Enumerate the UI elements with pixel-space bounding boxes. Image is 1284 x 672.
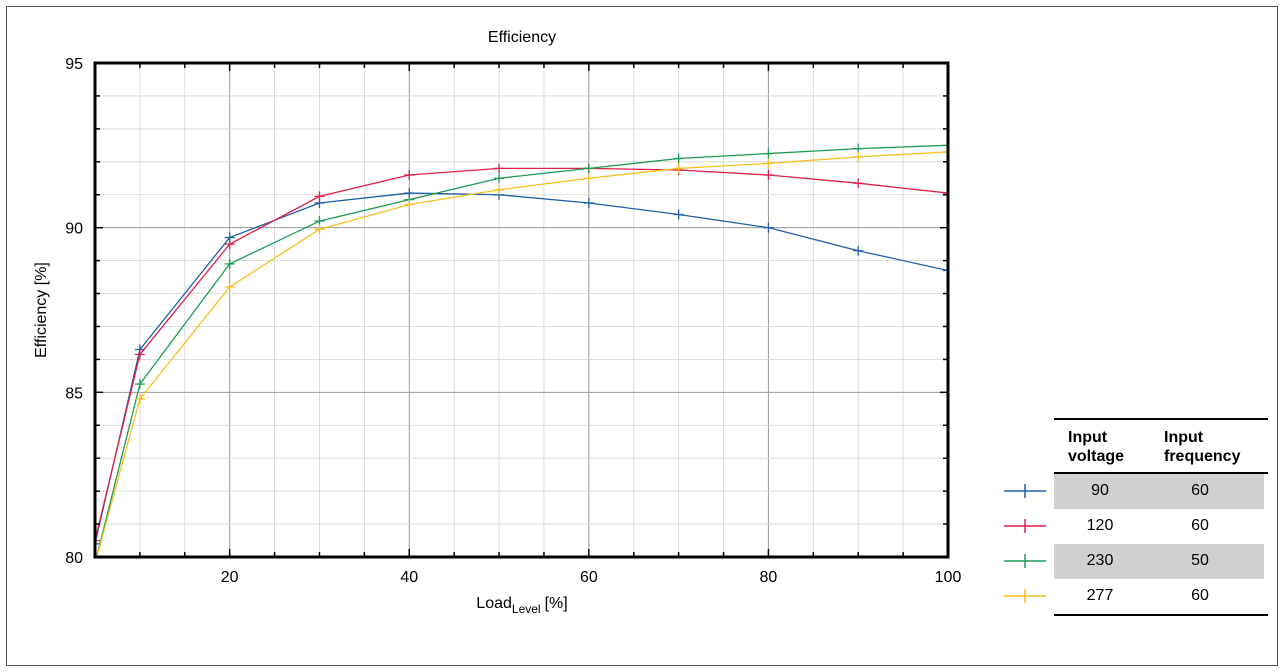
y-tick-label: 90 — [65, 221, 83, 238]
series-1 — [95, 163, 948, 546]
legend-voltage: 230 — [1086, 552, 1114, 569]
series-line — [95, 167, 948, 541]
data-point — [90, 559, 100, 569]
data-point — [134, 349, 145, 360]
legend-voltage: 277 — [1086, 587, 1114, 604]
series-0 — [95, 188, 948, 549]
data-point — [90, 559, 100, 569]
data-point — [853, 151, 864, 162]
data-point — [494, 163, 505, 174]
figure-frame — [6, 6, 1278, 666]
legend-row: 120 60 — [990, 509, 1268, 544]
x-tick-label: 40 — [400, 569, 418, 586]
data-point — [763, 222, 774, 233]
data-point — [943, 140, 948, 151]
series-line — [95, 144, 948, 557]
data-point — [583, 197, 594, 208]
row-shading — [1054, 474, 1264, 509]
x-axis-label-unit: [%] — [545, 595, 568, 612]
data-point — [404, 199, 415, 210]
data-point — [224, 239, 235, 250]
legend-symbol-green — [1004, 554, 1046, 568]
data-point — [404, 169, 415, 180]
data-point — [853, 245, 864, 256]
legend-voltage: 90 — [1091, 482, 1109, 499]
data-point — [494, 173, 505, 184]
series-line — [96, 151, 948, 557]
series-2 — [90, 140, 948, 569]
plot-border — [93, 61, 950, 559]
legend-frequency: 60 — [1191, 587, 1209, 604]
data-point — [583, 163, 594, 174]
data-point — [673, 209, 684, 220]
legend-frequency: 60 — [1191, 482, 1209, 499]
data-point — [943, 265, 948, 276]
legend-row: 230 50 — [990, 544, 1268, 579]
y-axis-label: Efficiency [%] — [33, 262, 50, 358]
x-tick-label: 20 — [221, 569, 239, 586]
legend-table-header: Input voltage Input frequency — [1054, 418, 1268, 474]
data-point — [943, 188, 948, 199]
chart-title: Efficiency — [488, 29, 556, 46]
data-point — [224, 281, 235, 292]
data-point — [494, 184, 505, 195]
header-input-frequency: Input frequency — [1164, 428, 1240, 466]
data-point — [943, 146, 948, 157]
data-point — [763, 158, 774, 169]
header-input-voltage: Input voltage — [1068, 428, 1124, 466]
series-3 — [90, 146, 948, 569]
y-tick-label: 95 — [65, 56, 83, 73]
header-frequency-line1: Input — [1164, 429, 1204, 446]
data-point — [673, 153, 684, 164]
x-tick-label: 100 — [935, 569, 962, 586]
legend-voltage: 120 — [1086, 517, 1114, 534]
tick-layer: 20 40 60 80 100 80 85 90 95 — [65, 56, 961, 586]
legend-symbol-yellow — [1004, 589, 1046, 603]
legend-frequency: 50 — [1191, 552, 1209, 569]
legend-symbol-red — [1004, 519, 1046, 533]
data-point — [95, 535, 100, 546]
data-point — [224, 258, 235, 269]
series-layer — [90, 140, 948, 569]
data-point — [95, 538, 100, 549]
legend-symbol-blue — [1004, 484, 1046, 498]
data-point — [763, 148, 774, 159]
data-point — [763, 169, 774, 180]
data-point — [134, 393, 145, 404]
header-voltage-line2: voltage — [1068, 448, 1125, 465]
data-point — [314, 224, 325, 235]
data-point — [583, 173, 594, 184]
x-axis-label-sub: Level — [512, 602, 541, 616]
legend-table-bottom-rule — [1054, 614, 1268, 616]
y-tick-label: 80 — [65, 550, 83, 567]
data-point — [314, 191, 325, 202]
row-shading — [1054, 544, 1264, 579]
legend-row: 277 60 — [990, 579, 1268, 614]
y-tick-label: 85 — [65, 385, 83, 402]
x-tick-label: 60 — [580, 569, 598, 586]
x-axis-label-main: Load — [476, 595, 512, 612]
x-tick-label: 80 — [760, 569, 778, 586]
grid-lines — [95, 63, 948, 557]
header-voltage-line1: Input — [1068, 429, 1108, 446]
data-point — [853, 178, 864, 189]
header-frequency-line2: frequency — [1164, 448, 1241, 465]
data-point — [134, 379, 145, 390]
data-point — [673, 163, 684, 174]
legend-frequency: 60 — [1191, 517, 1209, 534]
legend-row: 90 60 — [990, 474, 1268, 509]
x-axis-label: LoadLevel [%] — [476, 595, 567, 616]
